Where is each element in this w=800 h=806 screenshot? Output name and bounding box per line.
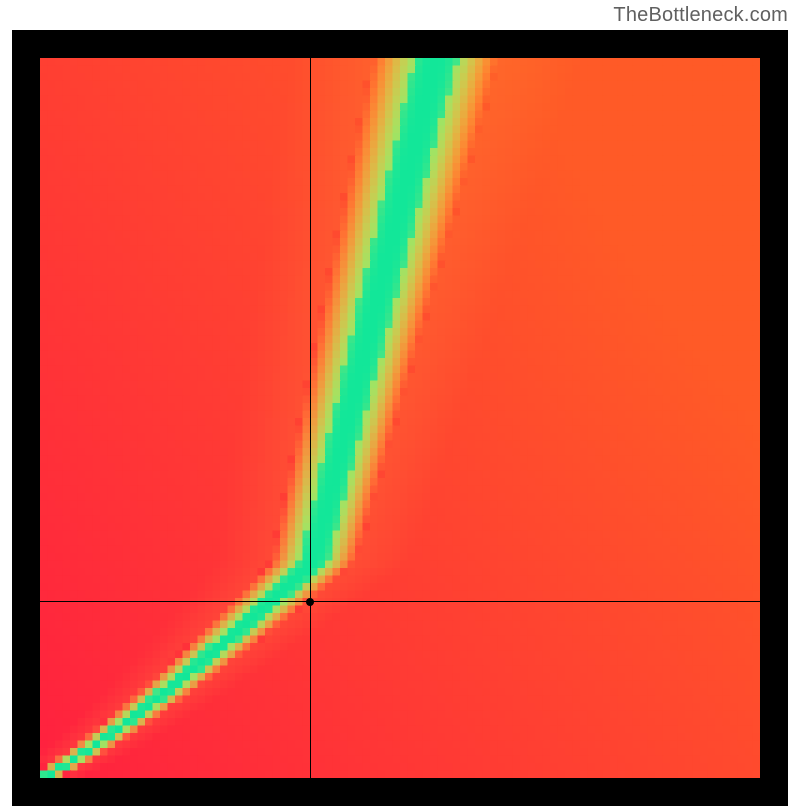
attribution-text: TheBottleneck.com <box>613 4 788 27</box>
crosshair-horizontal <box>40 601 760 602</box>
heatmap-canvas <box>40 58 760 778</box>
crosshair-vertical <box>310 58 311 778</box>
crosshair-dot <box>306 598 314 606</box>
chart-container: TheBottleneck.com <box>0 0 800 800</box>
